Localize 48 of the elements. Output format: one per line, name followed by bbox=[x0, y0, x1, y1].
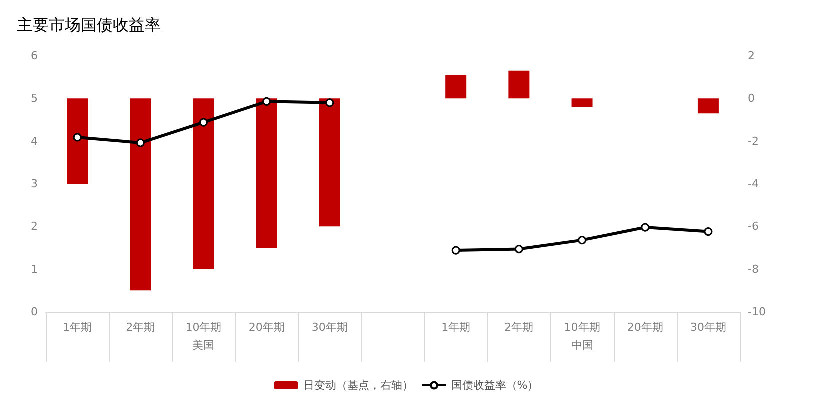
bar bbox=[446, 75, 467, 99]
bar bbox=[193, 98, 214, 270]
bar bbox=[256, 98, 278, 248]
y-tick-label: 5 bbox=[31, 92, 38, 106]
y2-tick-label: -6 bbox=[748, 220, 759, 234]
text: 中国 bbox=[571, 339, 594, 352]
point bbox=[326, 98, 334, 108]
point bbox=[452, 246, 460, 255]
bar bbox=[67, 98, 88, 184]
x-tick-label: 10年期 bbox=[564, 321, 600, 334]
x-tick-label: 20年期 bbox=[248, 321, 285, 334]
point bbox=[136, 138, 145, 148]
point bbox=[641, 223, 650, 232]
y-tick-label: 3 bbox=[31, 178, 38, 190]
legend-label: 日变动（基点，右轴） bbox=[303, 379, 414, 392]
bar bbox=[572, 98, 593, 108]
x-tick-label: 30年期 bbox=[690, 321, 726, 334]
chart-title: 主要市场国债收益率 bbox=[17, 16, 161, 34]
x-tick-label: 2年期 bbox=[504, 321, 534, 334]
y-tick-label: 0 bbox=[31, 306, 38, 318]
x-tick-label: 20年期 bbox=[627, 321, 664, 334]
x-tick-label: 2年期 bbox=[126, 321, 156, 334]
bar bbox=[319, 98, 340, 227]
y2-tick-label: -8 bbox=[748, 262, 759, 276]
y2-tick-label: 2 bbox=[748, 50, 755, 62]
bar bbox=[698, 98, 719, 114]
y2-tick-label: -10 bbox=[748, 306, 766, 318]
x-tick-label: 1年期 bbox=[442, 321, 471, 334]
y2-tick-label: 0 bbox=[748, 92, 755, 106]
point bbox=[704, 228, 713, 236]
x-tick-label: 30年期 bbox=[312, 321, 348, 334]
text: 美国 bbox=[192, 339, 215, 352]
point bbox=[73, 133, 82, 142]
y-tick-label: 4 bbox=[31, 134, 38, 148]
y-tick-label: 6 bbox=[31, 50, 38, 62]
point bbox=[199, 118, 208, 127]
legend-label: 国债收益率（%） bbox=[451, 379, 539, 392]
y-tick-label: 2 bbox=[31, 220, 38, 234]
y2-tick-label: -2 bbox=[748, 134, 759, 148]
bar bbox=[508, 70, 530, 99]
x-tick-label: 10年期 bbox=[186, 321, 222, 334]
y2-tick-label: -4 bbox=[748, 178, 759, 190]
point bbox=[578, 236, 587, 245]
point bbox=[514, 245, 524, 254]
point bbox=[262, 97, 272, 106]
bar bbox=[130, 98, 152, 291]
y-tick-label: 1 bbox=[31, 262, 38, 276]
x-tick-label: 1年期 bbox=[63, 321, 92, 334]
